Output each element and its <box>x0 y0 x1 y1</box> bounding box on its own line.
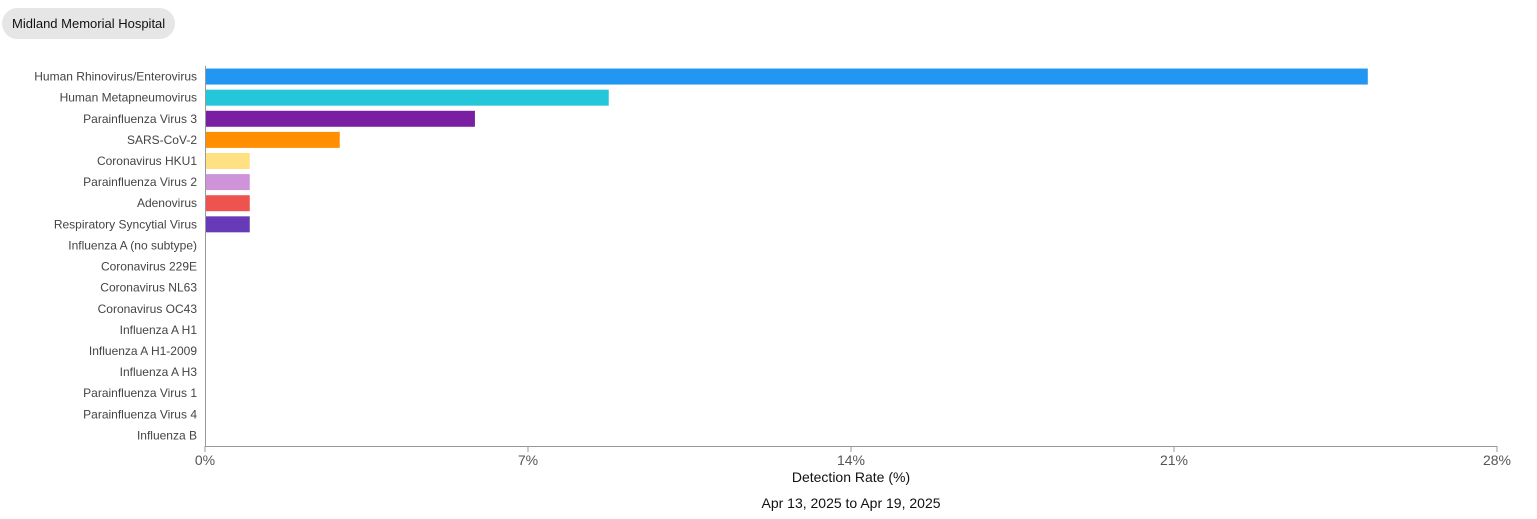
category-label: Parainfluenza Virus 2 <box>83 175 197 189</box>
category-label: Influenza A H1-2009 <box>89 344 197 358</box>
x-axis-title: Detection Rate (%) <box>792 469 910 485</box>
category-labels: Human Rhinovirus/Enterovirus Human Metapn… <box>34 70 197 443</box>
category-label: Parainfluenza Virus 1 <box>83 386 197 400</box>
bar-parainfluenza-virus-3[interactable] <box>205 110 475 127</box>
date-range-label: Apr 13, 2025 to Apr 19, 2025 <box>761 495 940 511</box>
bar-adenovirus[interactable] <box>205 195 250 212</box>
category-label: Respiratory Syncytial Virus <box>54 217 197 231</box>
bar-coronavirus-hku1[interactable] <box>205 153 250 169</box>
x-tick-label: 21% <box>1160 452 1188 468</box>
x-tick-label: 14% <box>837 452 865 468</box>
category-label: Influenza B <box>137 428 197 442</box>
category-label: Parainfluenza Virus 3 <box>83 112 197 126</box>
bar-parainfluenza-virus-2[interactable] <box>205 174 250 191</box>
category-label: Coronavirus OC43 <box>98 302 198 316</box>
x-axis-ticks: 0% 7% 14% 21% 28% <box>195 446 1511 468</box>
category-label: Human Rhinovirus/Enterovirus <box>34 70 197 84</box>
bar-human-rhinovirus-enterovirus[interactable] <box>205 68 1368 85</box>
bar-human-metapneumovirus[interactable] <box>205 89 609 106</box>
category-label: Influenza A H1 <box>120 323 198 337</box>
x-tick-label: 7% <box>518 452 538 468</box>
category-label: Parainfluenza Virus 4 <box>83 407 197 421</box>
bar-respiratory-syncytial-virus[interactable] <box>205 216 250 233</box>
category-label: Influenza A H3 <box>120 365 198 379</box>
category-label: Adenovirus <box>137 196 197 210</box>
category-label: Coronavirus 229E <box>101 260 197 274</box>
category-label: SARS-CoV-2 <box>127 133 197 147</box>
category-label: Human Metapneumovirus <box>60 91 197 105</box>
hospital-selector[interactable]: Midland Memorial Hospital <box>2 8 176 39</box>
bar-sars-cov-2[interactable] <box>205 131 340 148</box>
x-tick-label: 0% <box>195 452 215 468</box>
category-label: Influenza A (no subtype) <box>68 238 197 252</box>
category-label: Coronavirus HKU1 <box>97 154 197 168</box>
x-tick-label: 28% <box>1483 452 1511 468</box>
category-label: Coronavirus NL63 <box>100 281 197 295</box>
bars-group <box>205 68 1368 233</box>
